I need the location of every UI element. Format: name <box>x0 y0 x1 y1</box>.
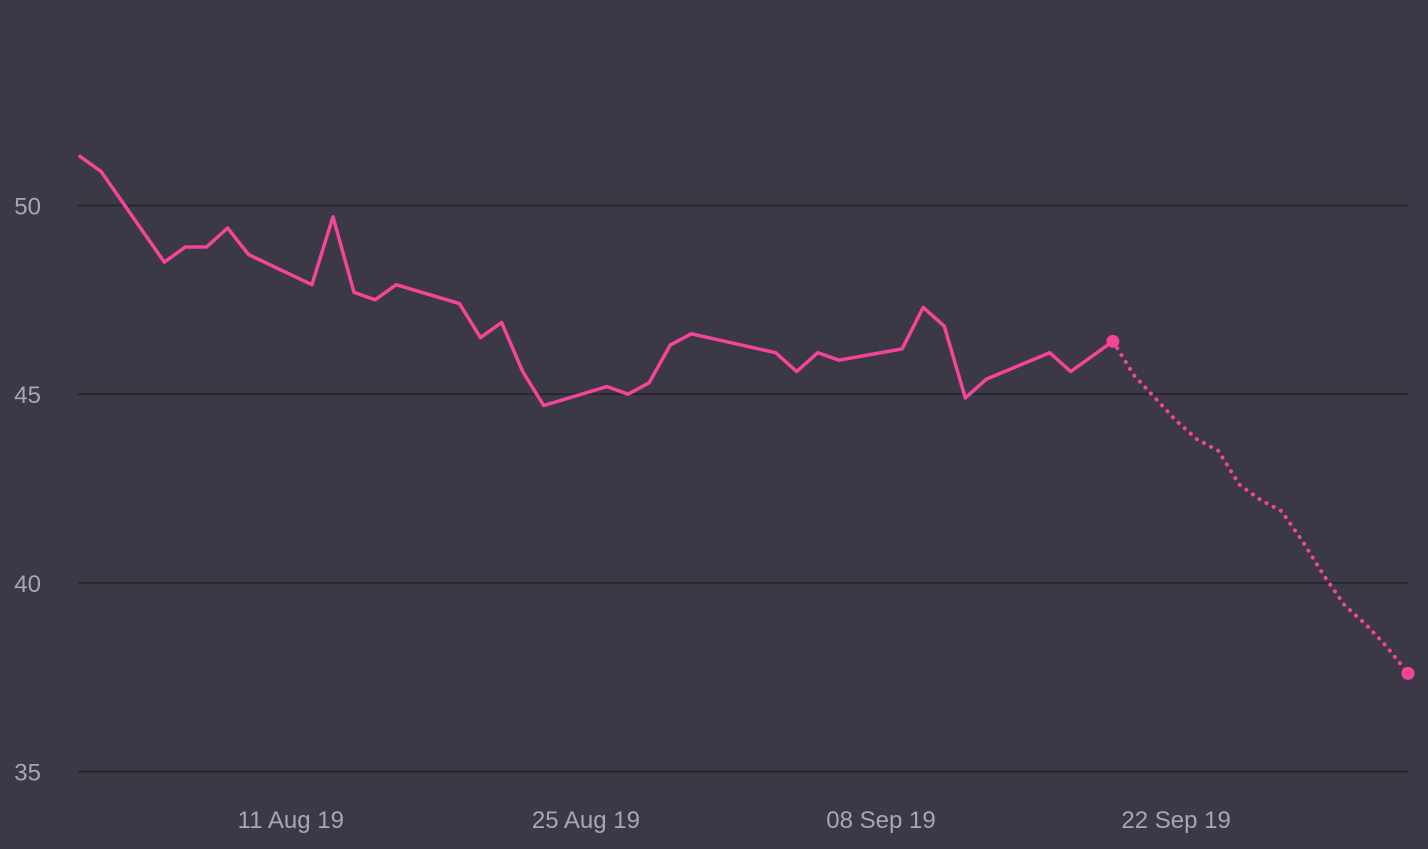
marker-point-1 <box>1401 666 1415 680</box>
series-group <box>78 154 1410 676</box>
y-tick-label-40: 40 <box>14 571 41 598</box>
y-tick-label-50: 50 <box>14 194 41 221</box>
forecast-series-line <box>1110 339 1410 676</box>
x-tick-label-3: 22 Sep 19 <box>1121 807 1230 834</box>
price-series-line <box>78 154 1115 408</box>
x-axis: 11 Aug 19 25 Aug 19 08 Sep 19 22 Sep 19 <box>238 807 1231 834</box>
x-tick-label-2: 08 Sep 19 <box>826 807 935 834</box>
grid-lines <box>78 204 1408 773</box>
x-tick-label-1: 25 Aug 19 <box>532 807 640 834</box>
y-tick-label-35: 35 <box>14 760 41 787</box>
marker-point-0 <box>1106 334 1120 348</box>
markers-group <box>1106 334 1415 680</box>
x-tick-label-0: 11 Aug 19 <box>238 807 344 834</box>
y-tick-label-45: 45 <box>14 382 41 409</box>
y-axis: 35 40 45 50 <box>14 194 41 787</box>
